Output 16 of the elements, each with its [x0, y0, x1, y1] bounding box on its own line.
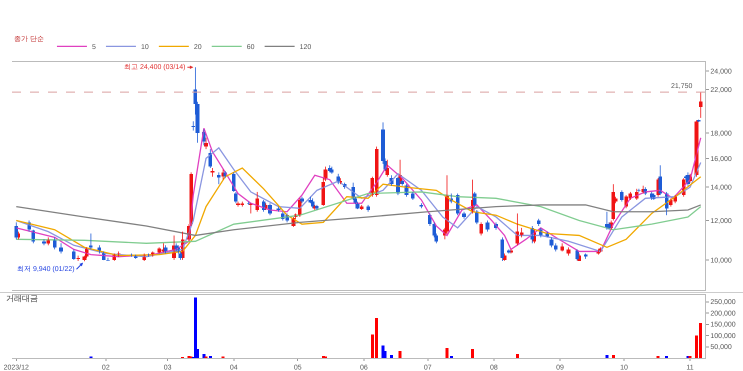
line-series: [16, 191, 702, 244]
chart-title: 거래대금: [6, 294, 38, 303]
bar: [605, 354, 608, 358]
bar: [375, 318, 378, 358]
bar: [612, 354, 615, 358]
bar: [699, 323, 702, 358]
bar: [398, 350, 402, 358]
bar: [446, 348, 448, 358]
candlestick: [106, 257, 110, 262]
bar: [390, 354, 394, 358]
line-series: [16, 204, 702, 236]
bar: [516, 354, 519, 358]
line-series: [16, 167, 702, 256]
candlestick: [217, 172, 221, 185]
bar: [194, 297, 197, 358]
bar: [471, 348, 474, 358]
